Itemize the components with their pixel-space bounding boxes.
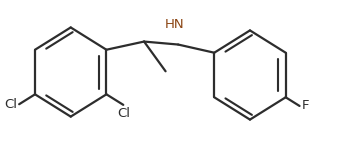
Text: F: F: [301, 99, 309, 112]
Text: Cl: Cl: [4, 98, 17, 111]
Text: Cl: Cl: [117, 107, 130, 120]
Text: HN: HN: [165, 18, 184, 31]
